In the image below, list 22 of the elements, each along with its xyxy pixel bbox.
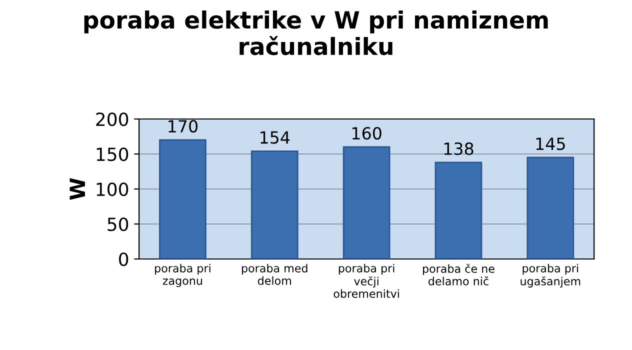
x-tick-label: poraba če ne delamo nič <box>423 264 494 286</box>
x-tick-label: poraba pri ugašanjem <box>520 264 580 288</box>
bar <box>434 162 482 259</box>
y-tick-label: 50 <box>108 217 128 232</box>
y-tick-label: 200 <box>96 112 128 126</box>
bar <box>159 139 206 259</box>
data-label: 170 <box>168 120 198 133</box>
x-tick-label: poraba pri večji obremenitvi <box>334 264 399 298</box>
y-tick-label: 100 <box>96 182 128 196</box>
y-tick-label: 150 <box>96 147 128 162</box>
bar <box>342 146 390 259</box>
chart-title: poraba elektrike v W pri namiznem računalniku <box>84 10 548 56</box>
x-tick-label: poraba med delom <box>242 264 308 285</box>
data-label: 145 <box>536 138 565 150</box>
data-label: 160 <box>352 126 382 140</box>
y-tick-label: 0 <box>119 252 128 266</box>
bar <box>250 150 298 259</box>
bar <box>526 156 574 259</box>
data-label: 138 <box>444 142 474 156</box>
x-tick-label: poraba pri zagonu <box>155 264 210 288</box>
y-axis-title: W <box>70 178 85 200</box>
data-label: 154 <box>260 131 290 144</box>
